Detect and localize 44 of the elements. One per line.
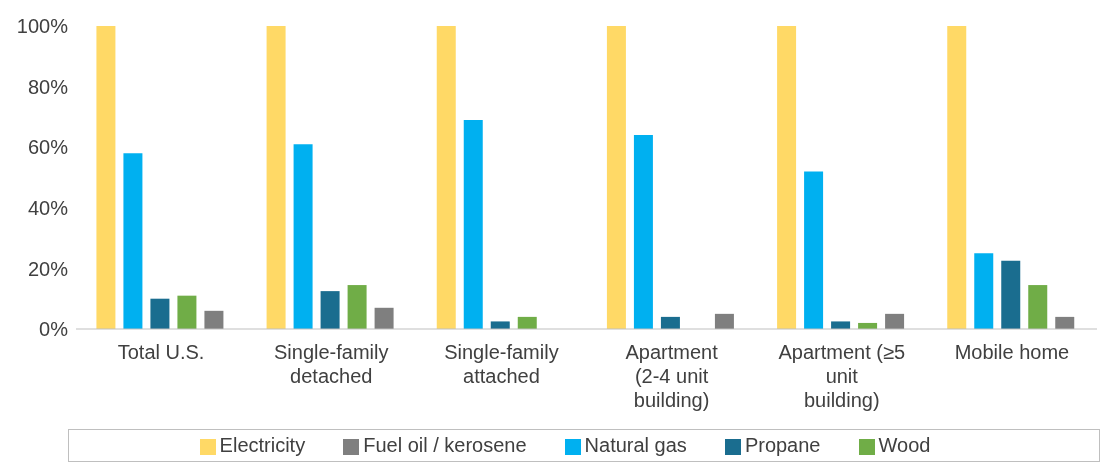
y-tick-label: 40% — [27, 196, 69, 219]
y-tick-label: 20% — [27, 257, 69, 280]
x-tick-label: Total U.S. — [117, 341, 205, 363]
y-tick-label: 60% — [27, 136, 69, 159]
bar — [490, 321, 510, 329]
bar — [96, 26, 116, 329]
bar — [1028, 285, 1048, 329]
bar — [123, 153, 143, 329]
bar — [1001, 260, 1021, 329]
bar — [885, 313, 905, 329]
bar — [606, 26, 626, 329]
x-tick-label: Single-family attached — [444, 341, 559, 387]
bar — [517, 316, 537, 329]
bar — [777, 26, 797, 329]
bar — [293, 144, 313, 329]
bar — [347, 285, 367, 329]
bar — [804, 171, 824, 329]
bar — [714, 313, 734, 329]
bar — [266, 26, 286, 329]
x-tick-label: Apartment (2-4 unit building) — [625, 341, 719, 411]
bar — [204, 310, 224, 329]
y-tick-label: 100% — [16, 15, 69, 38]
x-tick-label: Single-family detached — [274, 341, 389, 387]
legend-label: Propane — [744, 434, 821, 456]
bar — [974, 253, 994, 329]
bar — [660, 316, 680, 329]
bar — [1055, 316, 1075, 329]
bar — [150, 298, 170, 329]
bar — [374, 307, 394, 329]
bar — [320, 291, 340, 329]
bar — [831, 321, 851, 329]
bar — [177, 295, 197, 329]
bar — [463, 119, 483, 329]
legend-label: Natural gas — [584, 434, 687, 456]
bar — [947, 26, 967, 329]
legend-label: Fuel oil / kerosene — [363, 434, 527, 456]
y-tick-label: 80% — [27, 75, 69, 98]
bar — [436, 26, 456, 329]
y-tick-label: 0% — [39, 318, 69, 341]
x-tick-label: Mobile home — [954, 341, 1070, 363]
x-tick-label: Apartment (≥5 unit building) — [778, 341, 906, 411]
bar — [633, 135, 653, 329]
legend-label: Wood — [878, 434, 931, 456]
legend-label: Electricity — [219, 434, 306, 456]
